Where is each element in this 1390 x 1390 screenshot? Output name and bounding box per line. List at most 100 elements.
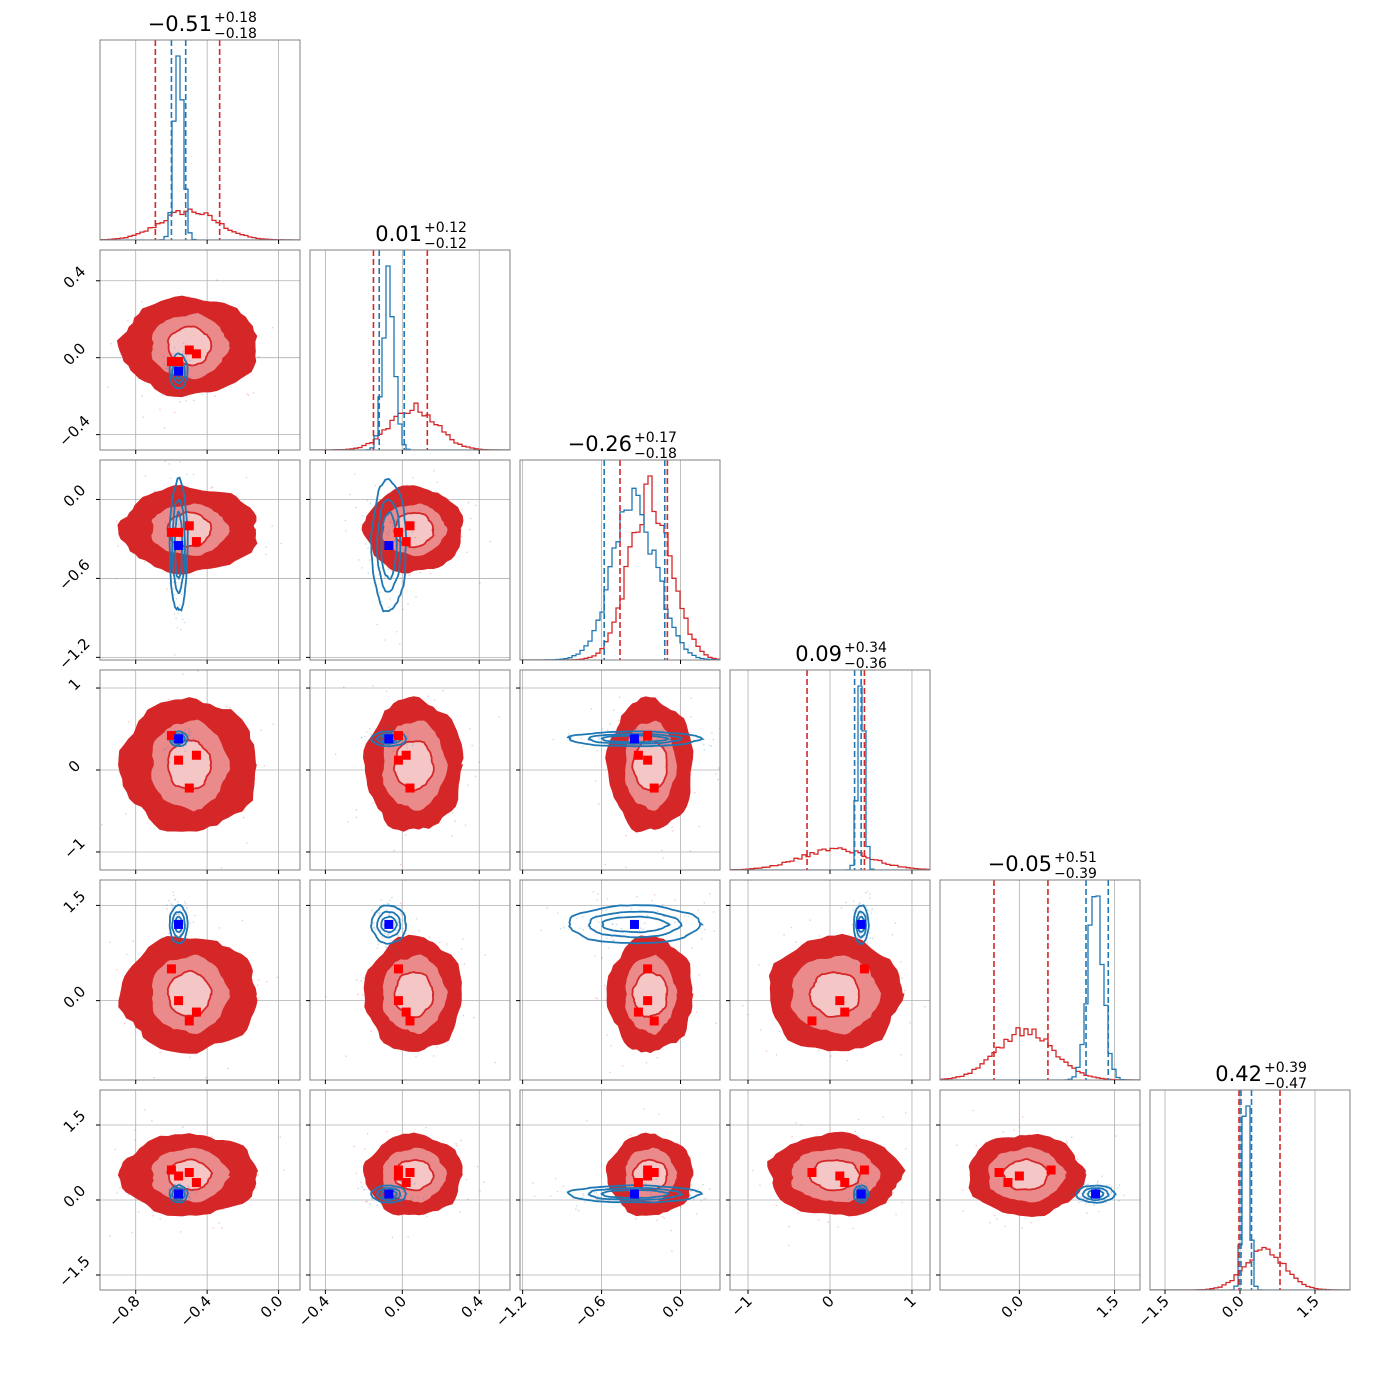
sample-point [1069, 1194, 1072, 1196]
contour-series-1-level-2 [852, 1184, 870, 1204]
sample-point [869, 1195, 871, 1198]
sample-point [385, 556, 388, 559]
sample-point [958, 1184, 960, 1186]
sample-point [170, 903, 172, 905]
sample-point [604, 863, 607, 866]
sample-point [690, 697, 693, 699]
contour-series-1-level-2 [369, 904, 408, 945]
truth-marker-red [643, 964, 653, 974]
sample-point [174, 1183, 176, 1186]
sample-point [334, 753, 337, 755]
sample-point [426, 1215, 428, 1218]
sample-point [956, 1144, 958, 1147]
sample-point [415, 596, 417, 598]
sample-point [840, 907, 843, 909]
sample-point [415, 1055, 417, 1058]
x-tick-label: 0.0 [1218, 1292, 1248, 1322]
sample-point [115, 577, 118, 580]
sample-point [867, 909, 869, 912]
sample-point [173, 411, 176, 414]
sample-point [679, 1196, 681, 1199]
sample-point [662, 915, 665, 918]
sample-point [655, 1178, 658, 1180]
sample-point [161, 936, 163, 939]
sample-point [366, 499, 369, 502]
sample-point [343, 686, 345, 688]
sample-point [392, 728, 395, 731]
sample-point [168, 463, 171, 465]
sample-point [638, 929, 641, 932]
title-plus: +0.18 [214, 10, 257, 26]
sample-point [857, 943, 859, 946]
sample-point [622, 1065, 624, 1067]
sample-point [171, 907, 173, 909]
sample-point [140, 301, 143, 303]
sample-point [107, 386, 109, 388]
sample-point [709, 893, 711, 895]
sample-point [159, 408, 161, 411]
sample-point [663, 915, 666, 918]
sample-point [166, 908, 168, 910]
sample-point [595, 1192, 598, 1194]
sample-point [859, 939, 861, 941]
sample-point [393, 849, 395, 852]
sample-point [360, 1181, 363, 1184]
sample-point [474, 504, 477, 507]
y-tick-label: −1.2 [55, 635, 93, 673]
sample-point [377, 666, 379, 668]
sample-point [649, 1192, 652, 1195]
sample-point [459, 1210, 461, 1213]
sample-point [271, 326, 274, 329]
truth-marker-red [401, 1007, 411, 1017]
sample-point [427, 695, 429, 697]
sample-point [379, 545, 381, 547]
y-tick-label: −0.4 [55, 412, 93, 450]
sample-point [170, 496, 172, 499]
sample-point [1080, 1200, 1083, 1203]
truth-marker-red [166, 527, 176, 537]
sample-point [373, 737, 375, 740]
sample-point [739, 932, 741, 934]
sample-point [532, 1182, 534, 1184]
sample-point [683, 740, 685, 742]
sample-point [192, 737, 195, 740]
sample-point [859, 902, 861, 904]
sample-point [611, 923, 614, 925]
sample-point [194, 914, 196, 917]
sample-point [173, 613, 176, 615]
sample-point [276, 976, 279, 979]
sample-point [697, 1189, 699, 1191]
truth-marker-red [393, 527, 403, 537]
sample-point [173, 346, 176, 349]
sample-point [186, 359, 188, 361]
axis-frame [99, 249, 301, 451]
sample-point [192, 1189, 194, 1192]
sample-point [416, 918, 418, 920]
sample-point [183, 621, 186, 624]
sample-point [1105, 1184, 1108, 1186]
sample-point [1078, 1196, 1081, 1198]
sample-point [455, 1143, 457, 1145]
sample-point [268, 666, 270, 668]
sample-point [1093, 1204, 1095, 1207]
sample-point [607, 947, 610, 949]
truth-marker-red [174, 357, 184, 367]
sample-point [384, 418, 386, 420]
sample-point [1085, 1202, 1087, 1205]
sample-point [634, 1084, 636, 1086]
sample-point [683, 915, 686, 917]
sample-point [163, 363, 165, 366]
sample-point [390, 520, 392, 523]
y-tick-label: 0.0 [60, 481, 90, 511]
sample-point [854, 1203, 857, 1205]
title-plus: +0.12 [424, 220, 467, 236]
sample-point [265, 553, 267, 556]
sample-point [175, 938, 178, 941]
sample-point [411, 744, 414, 747]
sample-point [856, 1206, 858, 1208]
panel-content [1150, 1090, 1350, 1290]
x-tick-label: 0.0 [659, 1292, 689, 1322]
truth-marker-blue [174, 734, 184, 744]
sample-point [610, 936, 613, 939]
sample-point [263, 765, 266, 767]
